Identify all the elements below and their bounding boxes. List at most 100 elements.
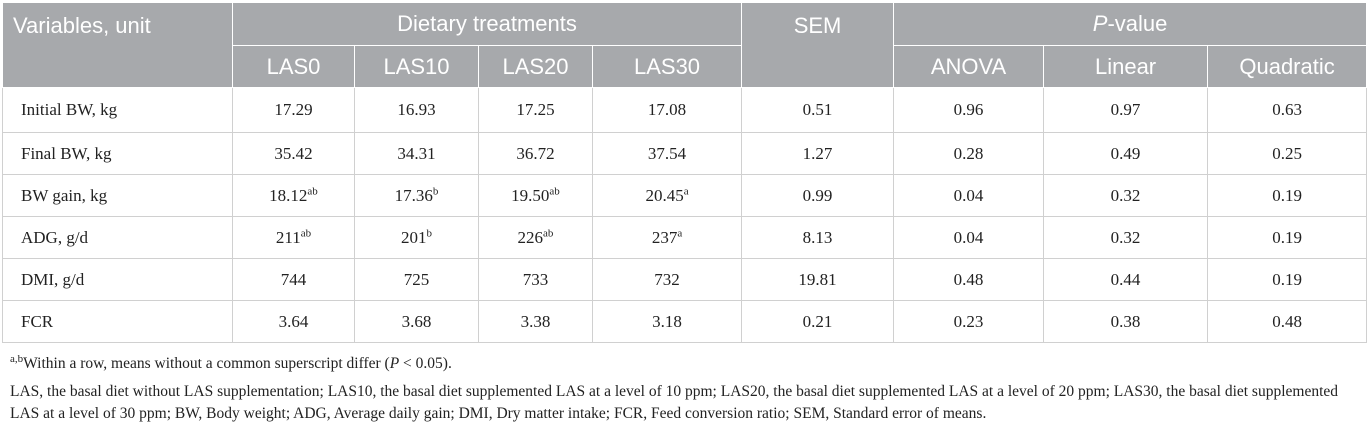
- cell-treatment-3: 20.45a: [591, 174, 743, 217]
- cell-superscript: ab: [543, 226, 554, 239]
- cell-linear: 0.38: [1043, 300, 1209, 343]
- cell-value: 211: [275, 227, 301, 247]
- cell-treatment-1: 34.31: [354, 132, 479, 175]
- cell-treatment-0: 744: [232, 258, 355, 301]
- cell-value: 17.36: [394, 185, 433, 205]
- cell-treatment-1: 3.68: [354, 300, 479, 343]
- cell-sem: 0.21: [741, 300, 895, 343]
- header-row-1: Variables, unit Dietary treatments SEM P…: [2, 2, 1368, 88]
- cell-superscript: ab: [307, 184, 318, 197]
- table-container: Variables, unit Dietary treatments SEM P…: [2, 2, 1368, 425]
- header-dietary-treatments: Dietary treatments: [231, 2, 743, 46]
- cell-treatment-1: 17.36b: [354, 174, 479, 217]
- cell-value: 732: [654, 269, 680, 289]
- table-row: DMI, g/d 744 725 733 732 19.81 0.48 0.44 0.19: [2, 258, 1368, 301]
- cell-treatment-3: 37.54: [591, 132, 743, 175]
- cell-treatment-1: 16.93: [354, 87, 479, 133]
- cell-linear: 0.97: [1043, 87, 1209, 133]
- row-variable: DMI, g/d: [2, 258, 233, 301]
- cell-linear: 0.49: [1043, 132, 1209, 175]
- row-variable: Initial BW, kg: [2, 87, 233, 133]
- footnote-text-pre: Within a row, means without a common sup…: [23, 355, 390, 372]
- cell-quadratic: 0.19: [1207, 174, 1368, 217]
- footnote-superscript: a,b: [10, 352, 24, 365]
- table-row: ADG, g/d 211ab 201b 226ab 237a 8.13 0.04 0.32 0.…: [2, 216, 1368, 259]
- footnote-text-post: < 0.05).: [399, 355, 452, 372]
- cell-value: 17.08: [647, 100, 687, 119]
- cell-anova: 0.23: [893, 300, 1045, 343]
- header-p-letter: P: [1092, 11, 1108, 36]
- cell-anova: 0.04: [893, 216, 1045, 259]
- table-body: Initial BW, kg 17.29 16.93 17.25 17.08 0.51 0.…: [2, 87, 1368, 343]
- cell-linear: 0.32: [1043, 174, 1209, 217]
- cell-value: 37.54: [647, 143, 687, 163]
- cell-treatment-0: 211ab: [232, 216, 355, 259]
- table-row: Final BW, kg 35.42 34.31 36.72 37.54 1.27 0.28…: [2, 132, 1368, 175]
- header-variables: Variables, unit: [2, 2, 233, 88]
- header-las10: LAS10: [354, 45, 479, 88]
- cell-quadratic: 0.19: [1207, 258, 1368, 301]
- cell-treatment-2: 3.38: [478, 300, 593, 343]
- header-linear: Linear: [1043, 45, 1209, 88]
- table-row: FCR 3.64 3.68 3.38 3.18 0.21 0.23 0.38 0.48: [2, 300, 1368, 343]
- header-row-2: LAS0 LAS10 LAS20 LAS30 ANOVA Linear Quad…: [3, 45, 1368, 88]
- cell-value: 237: [651, 227, 678, 247]
- header-sem: SEM: [741, 2, 895, 88]
- cell-treatment-0: 17.29: [232, 87, 355, 133]
- table-row: BW gain, kg 18.12ab 17.36b 19.50ab 20.45a 0.9…: [2, 174, 1368, 217]
- cell-value: 725: [403, 269, 430, 289]
- cell-treatment-0: 35.42: [232, 132, 355, 175]
- cell-treatment-2: 17.25: [478, 87, 593, 133]
- cell-treatment-2: 19.50ab: [478, 174, 593, 217]
- row-variable: BW gain, kg: [2, 174, 233, 217]
- cell-sem: 19.81: [741, 258, 895, 301]
- header-anova: ANOVA: [893, 45, 1045, 88]
- cell-linear: 0.32: [1043, 216, 1209, 259]
- cell-linear: 0.44: [1043, 258, 1209, 301]
- cell-value: 35.42: [274, 143, 313, 163]
- cell-value: 18.12: [269, 185, 308, 205]
- footnote-abbreviations: LAS, the basal diet without LAS suppleme…: [10, 383, 1339, 422]
- cell-quadratic: 0.48: [1207, 300, 1368, 343]
- cell-anova: 0.96: [893, 87, 1045, 133]
- header-las30: LAS30: [591, 45, 743, 88]
- cell-value: 17.25: [516, 100, 555, 119]
- header-p-suffix: -value: [1107, 11, 1168, 36]
- cell-value: 34.31: [397, 143, 436, 163]
- cell-value: 226: [517, 227, 544, 247]
- table-row: Initial BW, kg 17.29 16.93 17.25 17.08 0.51 0.…: [2, 87, 1368, 133]
- cell-treatment-3: 17.08: [591, 87, 743, 133]
- cell-treatment-3: 237a: [591, 216, 743, 259]
- cell-value: 17.29: [274, 100, 313, 119]
- cell-sem: 8.13: [741, 216, 895, 259]
- footnote-p-letter: P: [389, 355, 400, 372]
- header-quadratic: Quadratic: [1207, 45, 1368, 88]
- cell-treatment-1: 201b: [354, 216, 479, 259]
- cell-quadratic: 0.63: [1207, 87, 1368, 133]
- cell-quadratic: 0.25: [1207, 132, 1368, 175]
- cell-value: 19.50: [511, 185, 550, 205]
- cell-sem: 0.99: [741, 174, 895, 217]
- cell-value: 3.68: [401, 311, 432, 331]
- cell-anova: 0.04: [893, 174, 1045, 217]
- cell-value: 16.93: [397, 100, 436, 119]
- cell-superscript: ab: [549, 184, 560, 197]
- cell-treatment-0: 18.12ab: [232, 174, 355, 217]
- cell-value: 3.64: [278, 311, 309, 331]
- results-table: Variables, unit Dietary treatments SEM P…: [2, 2, 1368, 343]
- row-variable: ADG, g/d: [2, 216, 233, 259]
- cell-superscript: b: [426, 226, 433, 239]
- cell-treatment-3: 732: [591, 258, 743, 301]
- footnotes: a,bWithin a row, means without a common …: [2, 353, 1366, 425]
- cell-treatment-1: 725: [354, 258, 479, 301]
- cell-value: 3.18: [652, 311, 682, 331]
- cell-superscript: b: [432, 184, 439, 197]
- cell-treatment-2: 733: [478, 258, 593, 301]
- cell-value: 3.38: [520, 311, 551, 331]
- cell-treatment-2: 226ab: [478, 216, 593, 259]
- cell-value: 201: [401, 227, 427, 247]
- header-las0: LAS0: [232, 45, 355, 88]
- cell-sem: 0.51: [741, 87, 895, 133]
- row-variable: Final BW, kg: [2, 132, 233, 175]
- cell-sem: 1.27: [741, 132, 895, 175]
